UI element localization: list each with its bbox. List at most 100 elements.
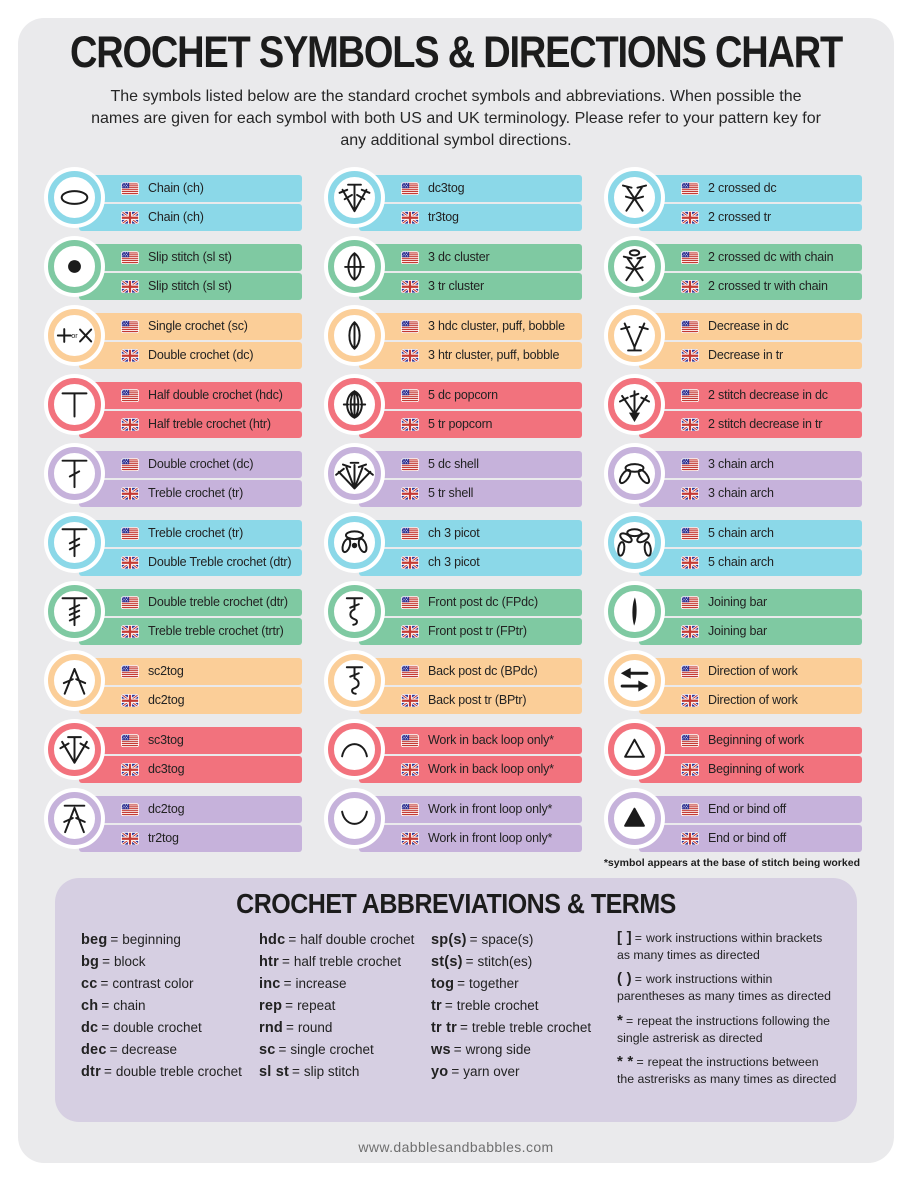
equals-sign: =	[288, 932, 297, 947]
uk-flag-icon	[401, 279, 419, 293]
abbreviation-definition: beginning	[122, 932, 181, 947]
uk-term: Double crochet (dc)	[148, 348, 254, 363]
abbreviations-column: beg = beginning bg = block cc = contrast color ch…	[81, 929, 259, 1095]
symbol-circle	[608, 447, 661, 500]
uk-flag-icon	[121, 762, 139, 776]
uk-flag-icon	[121, 279, 139, 293]
symbol-entry: 3 dc cluster 3 tr cluster	[328, 239, 582, 308]
uk-band: 5 tr popcorn	[359, 411, 582, 438]
sc2tog-symbol	[62, 667, 87, 695]
uk-flag-icon	[401, 762, 419, 776]
uk-term: Double Treble crochet (dtr)	[148, 555, 292, 570]
us-band: 2 crossed dc	[639, 175, 862, 202]
entry-bands: Front post dc (FPdc) Front post tr (FPtr)	[359, 589, 582, 645]
uk-term: Treble treble crochet (trtr)	[148, 624, 284, 639]
symbol-circle	[608, 585, 661, 638]
equals-sign: =	[444, 998, 453, 1014]
uk-term: Half treble crochet (htr)	[148, 417, 271, 432]
abbreviation-item: [ ] = work instructions within brackets as…	[617, 929, 837, 963]
uk-flag-icon	[681, 762, 699, 776]
us-term: Decrease in dc	[708, 319, 789, 334]
abbreviation-definition: treble treble crochet	[471, 1020, 592, 1036]
abbreviation-item: tr tr = treble treble crochet	[431, 1017, 617, 1039]
uk-term: 3 tr cluster	[428, 279, 484, 294]
abbreviation-key: cc	[81, 976, 98, 993]
abbreviation-item: hdc = half double crochet	[259, 929, 431, 951]
us-band: Double treble crochet (dtr)	[79, 589, 302, 616]
symbol-entry: Double crochet (dc) Treble crochet (tr)	[48, 446, 302, 515]
uk-flag-icon	[121, 210, 139, 224]
equals-sign: =	[278, 1042, 287, 1058]
symbol-circle	[608, 171, 661, 224]
abbreviation-definition: repeat	[297, 998, 336, 1014]
symbol-circle	[48, 585, 101, 638]
entry-bands: 3 chain arch 3 chain arch	[639, 451, 862, 507]
half-double-crochet-symbol	[61, 392, 88, 418]
symbol-entry: Decrease in dc Decrease in tr	[608, 308, 862, 377]
symbol-entry: Work in back loop only* Work in back loop…	[328, 722, 582, 791]
abbreviations-column: sp(s) = space(s) st(s) = stitch(es) tog = togeth…	[431, 929, 617, 1095]
uk-term: 5 tr popcorn	[428, 417, 493, 432]
us-flag-icon	[401, 664, 419, 678]
page-title: CROCHET SYMBOLS & DIRECTIONS CHART	[70, 28, 843, 78]
us-flag-icon	[681, 250, 699, 264]
uk-term: tr2tog	[148, 831, 179, 846]
uk-flag-icon	[681, 831, 699, 845]
entry-bands: Direction of work Direction of work	[639, 658, 862, 714]
uk-flag-icon	[121, 624, 139, 638]
symbol-entry: Work in front loop only* Work in front lo…	[328, 791, 582, 860]
us-flag-icon	[401, 250, 419, 264]
symbol-circle	[608, 723, 661, 776]
ch3-picot-symbol	[341, 530, 368, 554]
us-band: 3 dc cluster	[359, 244, 582, 271]
equals-sign: =	[465, 954, 474, 970]
uk-band: Direction of work	[639, 687, 862, 714]
chain-symbol	[60, 190, 89, 205]
symbol-circle	[328, 240, 381, 293]
equals-sign: =	[110, 932, 119, 947]
symbol-circle	[48, 516, 101, 569]
uk-flag-icon	[401, 831, 419, 845]
symbol-entry: sc2tog dc2tog	[48, 653, 302, 722]
joining-bar-symbol	[632, 597, 637, 626]
us-band: 5 dc popcorn	[359, 382, 582, 409]
uk-flag-icon	[401, 555, 419, 569]
symbol-circle	[48, 378, 101, 431]
symbol-circle	[48, 654, 101, 707]
us-flag-icon	[681, 181, 699, 195]
uk-band: 2 crossed tr	[639, 204, 862, 231]
abbreviation-key: rnd	[259, 1020, 283, 1037]
symbol-entry: dc3tog tr3tog	[328, 170, 582, 239]
back-loop-only-symbol	[341, 743, 368, 758]
single-crochet-symbol: or	[56, 328, 93, 343]
us-term: Slip stitch (sl st)	[148, 250, 232, 265]
entry-bands: sc2tog dc2tog	[79, 658, 302, 714]
abbreviation-key: tr	[431, 998, 442, 1015]
symbol-entry: Joining bar Joining bar	[608, 584, 862, 653]
beginning-of-work-symbol	[624, 738, 645, 758]
us-band: Beginning of work	[639, 727, 862, 754]
abbreviation-item: sp(s) = space(s)	[431, 929, 617, 951]
uk-band: End or bind off	[639, 825, 862, 852]
us-term: Double crochet (dc)	[148, 457, 254, 472]
abbreviation-key: ch	[81, 998, 99, 1015]
uk-band: 2 crossed tr with chain	[639, 273, 862, 300]
symbol-entry: End or bind off End or bind off	[608, 791, 862, 860]
us-flag-icon	[121, 733, 139, 747]
symbol-circle	[48, 240, 101, 293]
symbol-circle	[48, 447, 101, 500]
abbreviation-definition: single crochet	[290, 1042, 374, 1058]
us-term: 2 crossed dc	[708, 181, 777, 196]
symbol-entry: Beginning of work Beginning of work	[608, 722, 862, 791]
uk-flag-icon	[681, 693, 699, 707]
abbreviation-key: *	[617, 1011, 624, 1029]
us-term: Back post dc (BPdc)	[428, 664, 538, 679]
us-band: Half double crochet (hdc)	[79, 382, 302, 409]
us-flag-icon	[121, 181, 139, 195]
abbreviation-definition: chain	[113, 998, 146, 1014]
entry-bands: dc3tog tr3tog	[359, 175, 582, 231]
entry-bands: Work in front loop only* Work in front lo…	[359, 796, 582, 852]
sc3tog-symbol	[59, 736, 90, 764]
us-flag-icon	[121, 664, 139, 678]
uk-band: 2 stitch decrease in tr	[639, 411, 862, 438]
